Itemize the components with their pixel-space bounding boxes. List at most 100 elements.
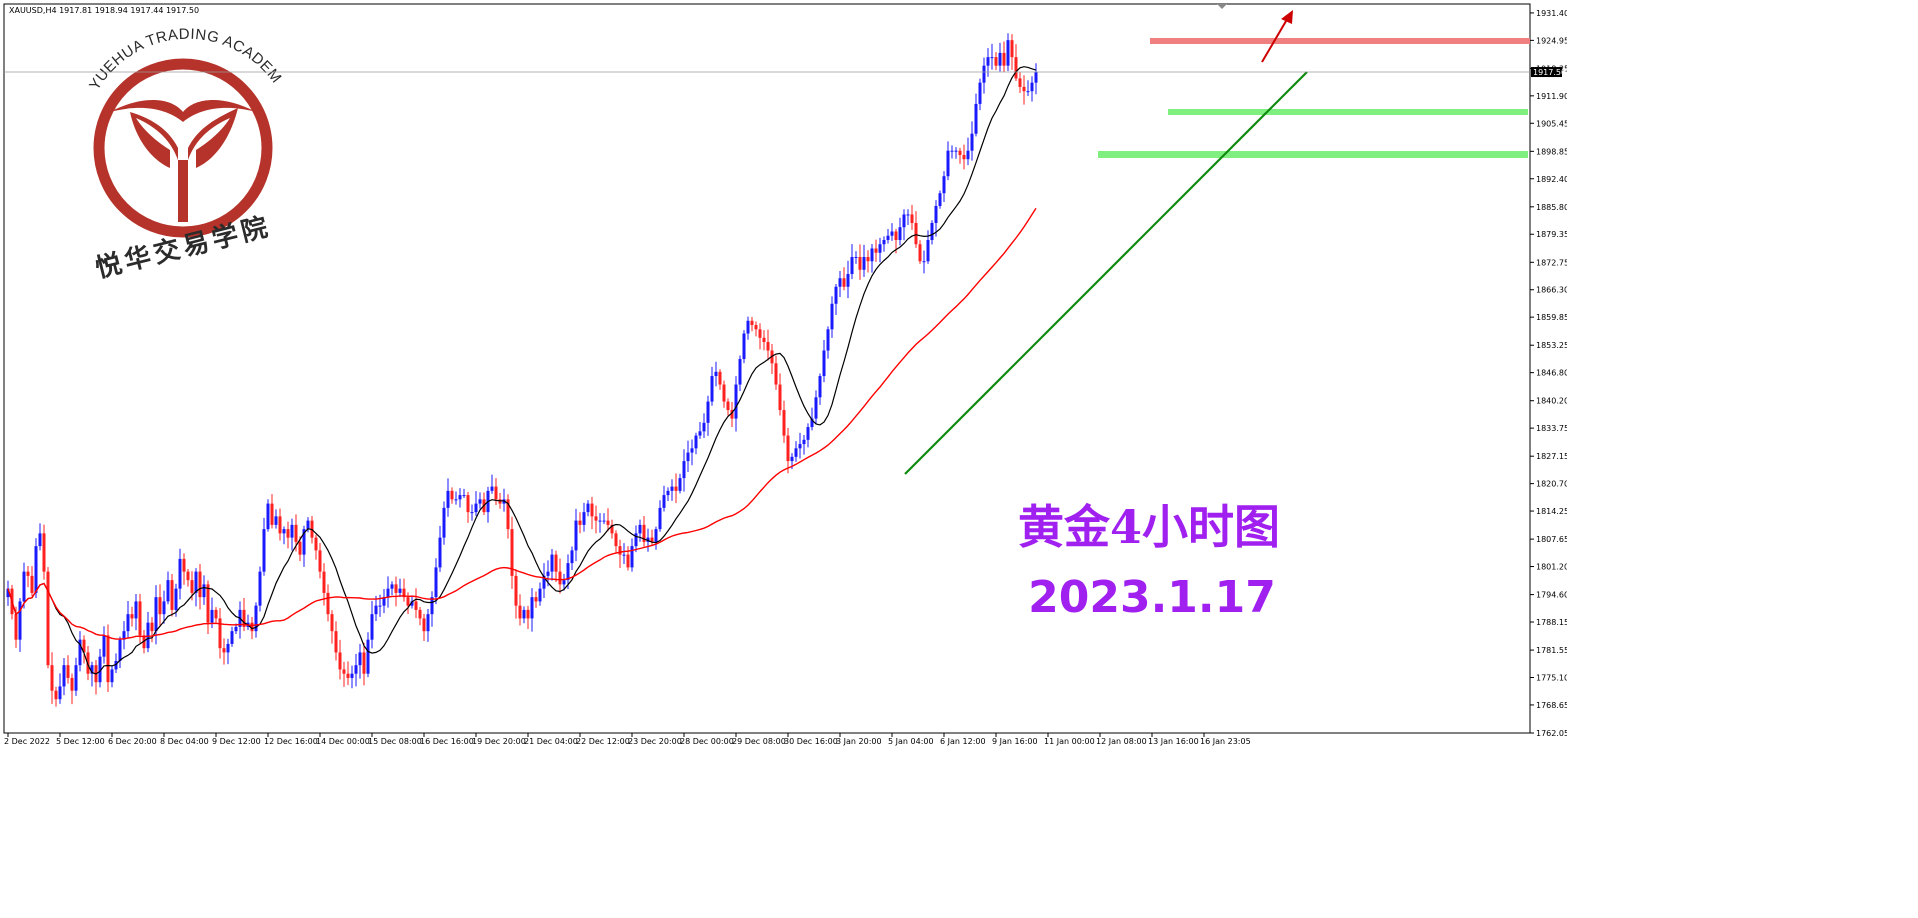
candle-body [342, 669, 346, 674]
time-tick-label: 16 Dec 16:00 [420, 737, 474, 746]
candle-body [634, 533, 638, 547]
candle-body [202, 584, 206, 598]
candle [518, 594, 522, 626]
candle-body [814, 397, 818, 419]
candle-body [442, 507, 446, 538]
candle-body [506, 499, 510, 530]
candle-body [170, 580, 174, 610]
candle-body [602, 520, 606, 522]
candle-body [206, 584, 210, 623]
candle-body [886, 235, 890, 240]
candle-body [826, 329, 830, 351]
candle [630, 538, 634, 572]
candle-body [902, 214, 906, 228]
candle-body [638, 524, 642, 534]
candle-body [690, 448, 694, 453]
candle-body [414, 601, 418, 610]
candle-body [354, 665, 358, 674]
candle [254, 602, 258, 638]
candle-body [34, 546, 38, 593]
candle-body [518, 605, 522, 619]
candle-body [154, 597, 158, 632]
candle [66, 655, 70, 684]
candle-body [746, 320, 750, 334]
price-tick-label: 1866.30 [1536, 286, 1567, 295]
candle [202, 575, 206, 605]
candle [862, 244, 866, 277]
candle [614, 530, 618, 553]
candle [42, 524, 46, 580]
time-tick-label: 6 Dec 20:00 [108, 737, 157, 746]
candle [226, 638, 230, 665]
candle [58, 673, 62, 704]
candle-body [222, 648, 226, 653]
time-tick-label: 13 Jan 16:00 [1148, 737, 1199, 746]
candle [882, 236, 886, 252]
price-tick-label: 1911.90 [1536, 92, 1567, 101]
candle [278, 508, 282, 541]
candle-body [762, 337, 766, 343]
candle-body [698, 431, 702, 436]
candle-body [66, 665, 70, 678]
candle [30, 566, 34, 597]
logo-ring [93, 58, 273, 238]
candle [562, 573, 566, 591]
candle-body [18, 601, 22, 640]
candle [262, 517, 266, 576]
candle [206, 580, 210, 634]
candle [454, 491, 458, 505]
candle-body [922, 261, 926, 263]
resistance-zone [1150, 38, 1530, 44]
price-tick-label: 1775.10 [1536, 674, 1567, 683]
candle [686, 440, 690, 472]
candle-body [458, 495, 462, 500]
candle-body [906, 214, 910, 216]
candle [726, 398, 730, 416]
candle [474, 491, 478, 516]
price-tick-label: 1807.65 [1536, 535, 1567, 544]
time-tick-label: 9 Jan 16:00 [992, 737, 1038, 746]
slow-moving-average [7, 207, 1037, 640]
price-tick-label: 1853.25 [1536, 341, 1567, 350]
candle-body [750, 320, 754, 326]
candle [130, 606, 134, 627]
candle-body [298, 541, 302, 555]
candle [362, 642, 366, 686]
candle [674, 473, 678, 504]
candle [390, 581, 394, 596]
candle [166, 571, 170, 605]
candle [146, 611, 150, 653]
candle [766, 329, 770, 361]
candle [290, 518, 294, 551]
candle [586, 500, 590, 517]
candle-body [406, 597, 410, 606]
candle [598, 513, 602, 533]
candle-body [802, 439, 806, 445]
candle-body [622, 554, 626, 556]
candle [1034, 63, 1038, 95]
candle-body [970, 133, 974, 151]
chart-shift-marker[interactable] [1217, 4, 1227, 9]
candle [54, 686, 58, 707]
time-tick-label: 2 Dec 2022 [4, 737, 50, 746]
candle [110, 665, 114, 688]
candle [490, 474, 494, 494]
candle [70, 673, 74, 705]
candle-body [158, 597, 162, 615]
candle [178, 548, 182, 600]
candle-body [550, 554, 554, 572]
candle [466, 491, 470, 523]
candle [802, 435, 806, 455]
candle-body [346, 673, 350, 678]
candle-body [742, 333, 746, 360]
candle-body [446, 490, 450, 508]
candle [978, 78, 982, 111]
candle-body [258, 571, 262, 606]
candle [578, 512, 582, 534]
candle [778, 373, 782, 416]
candle [974, 93, 978, 137]
candle-body [278, 516, 282, 534]
candle-body [730, 410, 734, 419]
time-tick-label: 9 Dec 12:00 [212, 737, 261, 746]
candle-body [306, 520, 310, 530]
